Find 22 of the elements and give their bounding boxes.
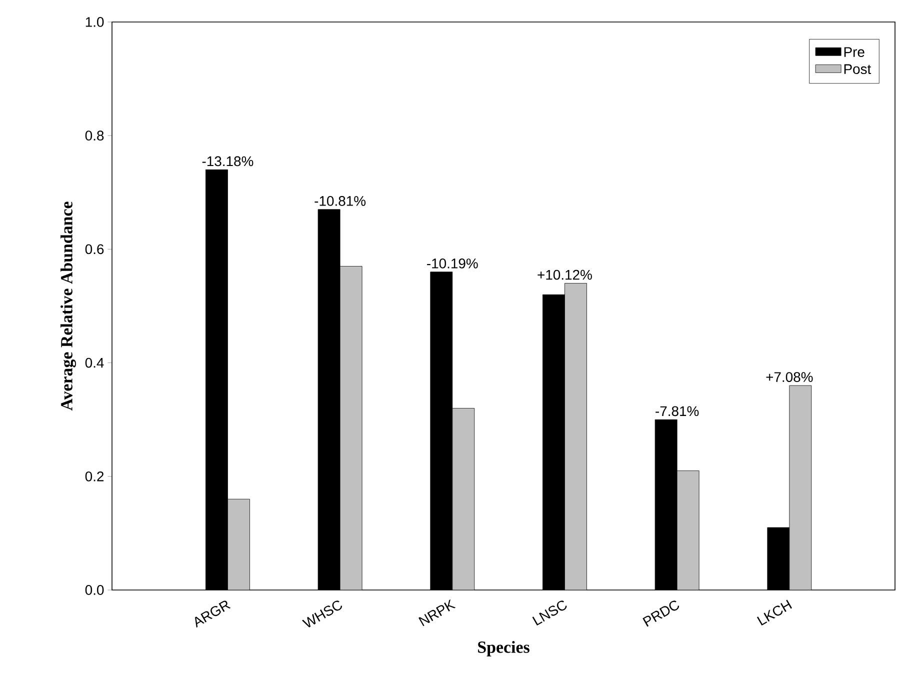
bar xyxy=(676,470,700,590)
bar xyxy=(564,283,587,590)
x-axis-title: Species xyxy=(478,640,530,656)
y-tick-label: 0.8 xyxy=(85,130,104,141)
y-axis-title: Average Relative Abundance xyxy=(60,202,76,411)
y-tick-label: 1.0 xyxy=(86,17,104,27)
y-tick-label: 0.0 xyxy=(85,585,104,595)
legend-label: Post xyxy=(844,64,872,74)
y-tick-label: 0.6 xyxy=(85,244,104,254)
legend-label: Pre xyxy=(844,47,864,57)
bar xyxy=(452,408,475,590)
y-tick-label: 0.4 xyxy=(85,358,104,368)
bar xyxy=(789,385,812,590)
annotation: -13.18% xyxy=(202,156,254,166)
annotation: +10.12% xyxy=(538,270,592,280)
y-tick-label: 0.2 xyxy=(85,471,104,482)
bar xyxy=(228,498,250,590)
annotation: +7.08% xyxy=(766,372,813,382)
bar xyxy=(340,266,362,590)
annotation: -7.81% xyxy=(656,406,699,416)
annotation: -10.81% xyxy=(314,196,366,206)
annotation: -10.19% xyxy=(427,258,478,268)
